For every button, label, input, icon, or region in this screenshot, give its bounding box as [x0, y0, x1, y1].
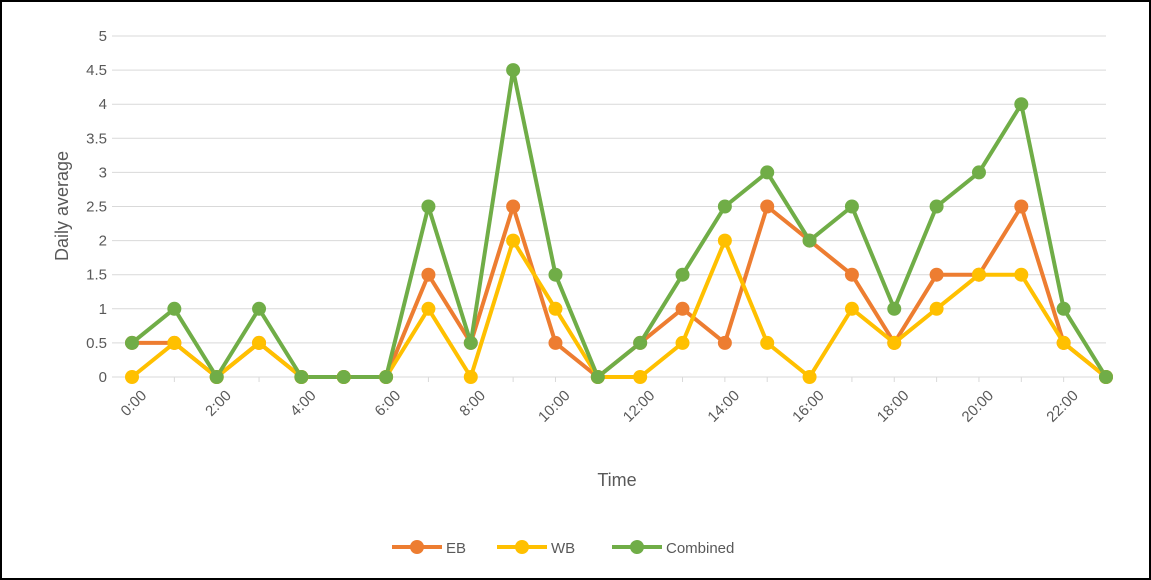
y-tick-label: 2: [99, 233, 107, 250]
y-axis-ticks: 0 0.5 1 1.5 2 2.5 3 3.5 4 4.5 5: [86, 28, 107, 386]
x-tick-label: 8:00: [456, 387, 489, 420]
y-tick-label: 0.5: [86, 335, 107, 352]
y-tick-label: 4: [99, 96, 107, 113]
data-point-combined: [844, 199, 859, 214]
x-tick-label: 18:00: [874, 387, 913, 426]
data-point-wb: [167, 335, 182, 350]
legend-swatch-marker: [410, 540, 424, 554]
data-point-eb: [548, 335, 563, 350]
data-point-combined: [209, 370, 224, 384]
legend-item-eb: EB: [392, 540, 466, 557]
data-point-combined: [633, 335, 648, 350]
data-point-eb: [760, 199, 775, 214]
data-point-wb: [929, 301, 944, 316]
data-point-combined: [506, 63, 521, 78]
legend-label: WB: [551, 540, 575, 557]
data-point-wb: [887, 335, 902, 350]
data-point-wb: [675, 335, 690, 350]
data-point-wb: [633, 370, 648, 384]
data-point-eb: [717, 335, 732, 350]
data-point-eb: [1014, 199, 1029, 214]
data-point-combined: [929, 199, 944, 214]
data-point-wb: [1014, 267, 1029, 282]
series-markers: [125, 63, 1113, 384]
data-point-combined: [590, 370, 605, 384]
data-point-wb: [548, 301, 563, 316]
data-point-wb: [802, 370, 817, 384]
data-point-wb: [717, 233, 732, 248]
x-tick-label: 20:00: [959, 387, 998, 426]
data-point-eb: [929, 267, 944, 282]
legend-item-combined: Combined: [612, 540, 734, 557]
data-point-wb: [463, 370, 478, 384]
data-point-wb: [506, 233, 521, 248]
data-point-combined: [675, 267, 690, 282]
series-line-wb: [130, 238, 1108, 379]
data-point-combined: [887, 301, 902, 316]
data-point-wb: [421, 301, 436, 316]
data-point-combined: [252, 301, 267, 316]
legend-swatch-marker: [630, 540, 644, 554]
data-point-eb: [844, 267, 859, 282]
y-tick-label: 1.5: [86, 267, 107, 284]
data-point-combined: [463, 335, 478, 350]
x-tick-label: 10:00: [535, 387, 574, 426]
data-point-combined: [1056, 301, 1071, 316]
data-point-combined: [971, 165, 986, 180]
series-lines: [130, 68, 1108, 379]
data-point-wb: [252, 335, 267, 350]
y-tick-label: 3.5: [86, 130, 107, 147]
data-point-combined: [548, 267, 563, 282]
x-tick-label: 6:00: [372, 387, 405, 420]
legend-item-wb: WB: [497, 540, 575, 557]
y-tick-label: 2.5: [86, 199, 107, 216]
data-point-combined: [1014, 97, 1029, 112]
data-point-combined: [336, 370, 351, 384]
data-point-combined: [294, 370, 309, 384]
x-tick-label: 14:00: [704, 387, 743, 426]
data-point-eb: [421, 267, 436, 282]
series-line-combined: [130, 68, 1108, 379]
data-point-combined: [379, 370, 394, 384]
data-point-wb: [971, 267, 986, 282]
data-point-wb: [125, 370, 139, 384]
x-axis-title: Time: [597, 470, 636, 490]
data-point-combined: [1099, 370, 1113, 384]
data-point-eb: [506, 199, 521, 214]
data-point-combined: [717, 199, 732, 214]
legend-label: EB: [446, 540, 466, 557]
data-point-combined: [760, 165, 775, 180]
legend: EB WB Combined: [392, 540, 734, 557]
data-point-eb: [675, 301, 690, 316]
x-tick-label: 16:00: [789, 387, 828, 426]
data-point-wb: [760, 335, 775, 350]
x-tick-label: 0:00: [118, 387, 151, 420]
x-tick-label: 12:00: [620, 387, 659, 426]
data-point-combined: [167, 301, 182, 316]
legend-label: Combined: [666, 540, 734, 557]
x-tick-label: 22:00: [1043, 387, 1082, 426]
data-point-wb: [844, 301, 859, 316]
data-point-combined: [421, 199, 436, 214]
y-tick-label: 5: [99, 28, 107, 45]
data-point-wb: [1056, 335, 1071, 350]
x-tick-label: 4:00: [287, 387, 320, 420]
data-point-combined: [125, 335, 139, 350]
y-axis-title: Daily average: [52, 151, 72, 261]
legend-swatch-marker: [515, 540, 529, 554]
y-tick-label: 1: [99, 301, 107, 318]
data-point-combined: [802, 233, 817, 248]
y-tick-label: 3: [99, 164, 107, 181]
y-tick-label: 0: [99, 369, 107, 386]
gridlines: [112, 35, 1106, 344]
y-tick-label: 4.5: [86, 62, 107, 79]
x-axis-ticks: 0:00 2:00 4:00 6:00 8:00 10:00 12:00 14:00 16:00…: [118, 387, 1082, 426]
x-tick-label: 2:00: [202, 387, 235, 420]
